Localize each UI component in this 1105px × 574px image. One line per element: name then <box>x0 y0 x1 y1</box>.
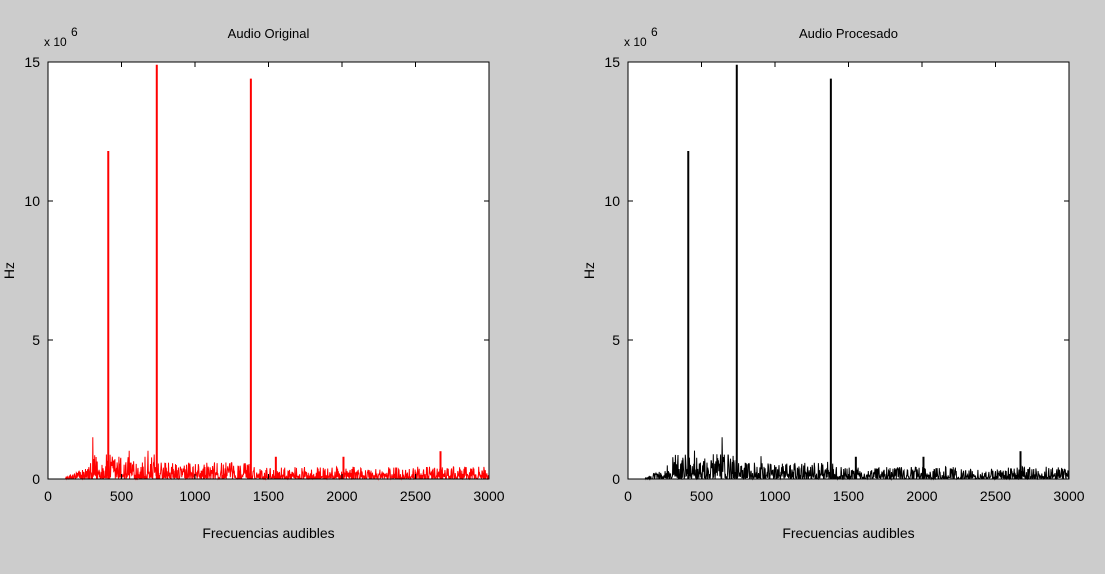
y-tick-label: 5 <box>612 332 620 348</box>
y-axis-label: Hz <box>581 262 597 279</box>
y-exponent-label: x 10 <box>44 35 67 49</box>
x-tick-label: 2000 <box>906 488 937 504</box>
x-tick-label: 0 <box>44 488 52 504</box>
y-tick-label: 0 <box>32 471 40 487</box>
x-axis-label: Frecuencias audibles <box>202 525 334 541</box>
x-axis-label: Frecuencias audibles <box>782 525 914 541</box>
chart-panel-1: 0 500 1000 1500 2000 2500 3000 0 5 10 15 x 10 6 Audio… <box>1 25 505 541</box>
chart-title: Audio Procesado <box>799 26 898 41</box>
x-tick-label: 1500 <box>253 488 284 504</box>
x-tick-label: 2500 <box>980 488 1011 504</box>
plot-area <box>628 62 1069 479</box>
y-tick-label: 5 <box>32 332 40 348</box>
y-axis-label: Hz <box>1 262 17 279</box>
y-exponent-label: x 10 <box>624 35 647 49</box>
x-tick-label: 3000 <box>1053 488 1084 504</box>
x-tick-label: 3000 <box>473 488 504 504</box>
y-exponent-superscript: 6 <box>651 25 658 39</box>
x-tick-label: 0 <box>624 488 632 504</box>
chart-panel-2: 0 500 1000 1500 2000 2500 3000 0 5 10 15 x 10 6 Audio… <box>581 25 1085 541</box>
x-tick-label: 1000 <box>179 488 210 504</box>
y-tick-label: 0 <box>612 471 620 487</box>
x-tick-label: 500 <box>690 488 714 504</box>
x-tick-label: 1000 <box>759 488 790 504</box>
plot-area <box>48 62 489 479</box>
y-exponent-superscript: 6 <box>71 25 78 39</box>
x-tick-label: 1500 <box>833 488 864 504</box>
x-tick-label: 500 <box>110 488 134 504</box>
y-tick-label: 15 <box>604 54 620 70</box>
y-tick-label: 10 <box>24 193 40 209</box>
y-tick-label: 15 <box>24 54 40 70</box>
x-tick-label: 2500 <box>400 488 431 504</box>
chart-title: Audio Original <box>228 26 310 41</box>
y-tick-label: 10 <box>604 193 620 209</box>
x-tick-label: 2000 <box>326 488 357 504</box>
